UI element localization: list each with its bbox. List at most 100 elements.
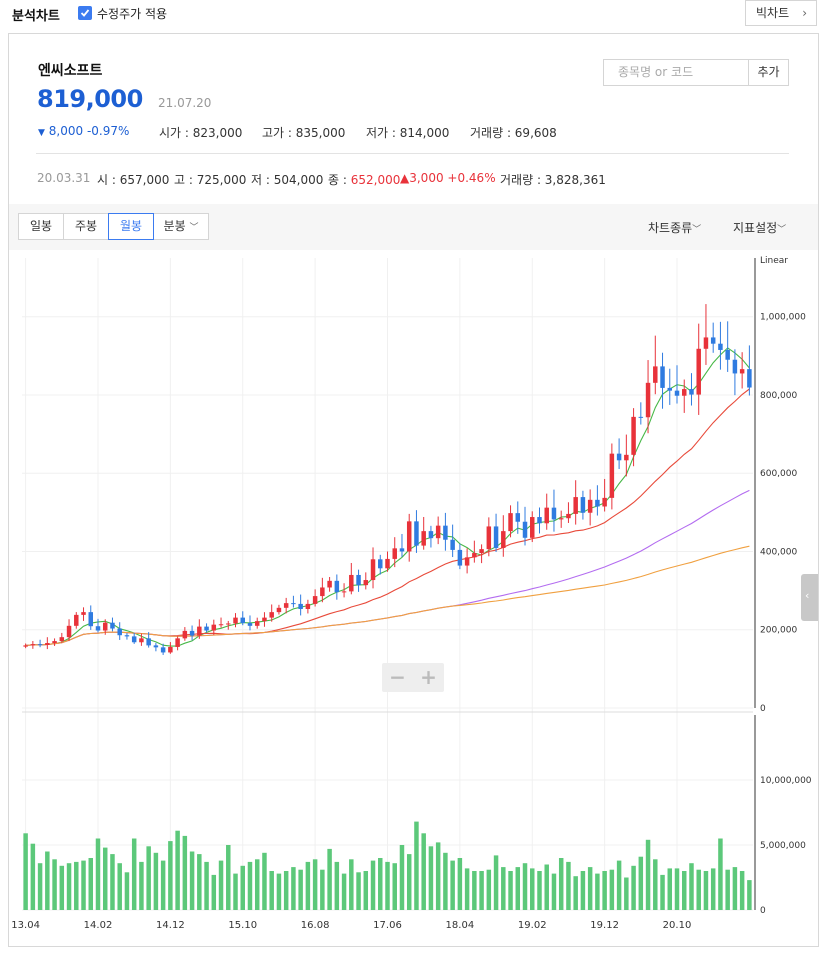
- ohlc-volume: 거래량 : 3,828,361: [500, 173, 606, 187]
- candle-body: [710, 337, 716, 344]
- adjusted-price-label[interactable]: 수정주가 적용: [97, 7, 168, 21]
- volume-bar: [341, 873, 347, 910]
- candle-body: [298, 603, 303, 609]
- candle-body: [486, 526, 492, 550]
- volume-bar: [204, 861, 209, 910]
- volume-bar: [457, 858, 463, 910]
- scale-label: Linear: [760, 256, 788, 266]
- volume-bar: [530, 868, 535, 910]
- candle-body: [334, 580, 340, 593]
- chevron-left-icon: ‹: [805, 589, 810, 602]
- candlesticks: [23, 304, 752, 655]
- volume-bar: [472, 871, 477, 910]
- stock-search-input[interactable]: 종목명 or 코드: [603, 59, 749, 86]
- volume-bar: [667, 868, 673, 910]
- candle-body: [551, 507, 557, 520]
- ohlc-change-percent: +0.46%: [447, 171, 496, 185]
- candle-body: [602, 497, 607, 507]
- candle-body: [66, 625, 72, 638]
- zoom-out-button[interactable]: −: [389, 665, 406, 689]
- indicator-settings-dropdown[interactable]: 지표설정﹀: [733, 219, 786, 236]
- tab-weekly[interactable]: 주봉: [63, 213, 109, 240]
- candle-body: [501, 531, 506, 548]
- volume-tick-label: 10,000,000: [760, 776, 812, 786]
- x-tick-label: 13.04: [11, 920, 40, 931]
- candle-body: [739, 369, 745, 374]
- high-value: 835,000: [295, 126, 346, 140]
- price-tick-label: 0: [760, 704, 766, 714]
- volume-bar: [464, 868, 470, 910]
- ohlc-volume-label: 거래량: [500, 173, 534, 187]
- candle-body: [168, 646, 173, 653]
- candle-body: [566, 513, 571, 519]
- volume-bar: [392, 863, 397, 910]
- volume-bar: [139, 861, 144, 910]
- candle-body: [421, 531, 426, 546]
- volume-bar: [52, 859, 57, 910]
- candle-body: [124, 635, 130, 637]
- volume-bar: [508, 871, 513, 910]
- candle-body: [537, 517, 542, 524]
- candle-body: [370, 559, 376, 581]
- candle-body: [703, 337, 709, 349]
- volume-bar: [551, 873, 557, 910]
- x-tick-label: 16.08: [301, 920, 330, 931]
- candle-body: [95, 626, 101, 631]
- ohlc-open-label: 시: [97, 173, 109, 187]
- volume-bar: [370, 860, 376, 910]
- zoom-in-button[interactable]: +: [420, 665, 437, 689]
- candle-body: [197, 626, 202, 636]
- candle-body: [681, 389, 687, 396]
- volume-bar: [254, 859, 260, 910]
- volume-bar: [276, 873, 282, 910]
- volume-bar: [703, 871, 709, 910]
- tab-monthly[interactable]: 월봉: [108, 213, 154, 240]
- candle-body: [667, 387, 673, 391]
- add-button[interactable]: 추가: [748, 59, 789, 86]
- ohlc-close-value: 652,000: [350, 173, 401, 187]
- x-tick-label: 18.04: [446, 920, 475, 931]
- candle-body: [522, 521, 528, 538]
- volume-bar: [305, 861, 311, 910]
- tab-daily[interactable]: 일봉: [18, 213, 64, 240]
- chart-type-dropdown[interactable]: 차트종류﹀: [648, 219, 701, 236]
- candle-body: [117, 628, 122, 636]
- zoom-control: − +: [382, 663, 444, 692]
- ohlc-high: 고 : 725,000: [174, 173, 247, 187]
- adjusted-price-checkbox[interactable]: [78, 6, 92, 20]
- volume-bar: [117, 863, 122, 910]
- big-chart-label: 빅차트: [756, 6, 790, 20]
- volume-bar: [168, 841, 173, 910]
- volume-bar: [443, 852, 448, 910]
- volume-bar: [211, 874, 217, 910]
- candle-body: [160, 647, 166, 653]
- candle-body: [81, 612, 86, 615]
- volume-bar: [153, 852, 159, 910]
- candle-body: [305, 603, 311, 609]
- candle-body: [624, 454, 629, 461]
- candle-body: [718, 343, 723, 350]
- candle-body: [139, 638, 144, 643]
- volume-bar: [124, 872, 130, 910]
- volume-bar: [74, 861, 79, 910]
- tab-minute[interactable]: 분봉 ﹀: [153, 213, 209, 240]
- volume-bar: [631, 865, 636, 910]
- chart-axes: Linear 0 200,000 400,000 600,000 800,000 1,000…: [11, 256, 812, 931]
- candle-body: [218, 624, 224, 626]
- volume-bar: [558, 858, 564, 910]
- candle-body: [341, 591, 347, 593]
- candle-body: [30, 644, 36, 646]
- indicator-settings-label: 지표설정: [733, 221, 778, 235]
- candle-body: [450, 539, 455, 550]
- volume-bar: [385, 861, 390, 910]
- candle-body: [725, 349, 730, 360]
- candle-body: [689, 389, 694, 395]
- page-title: 분석차트: [12, 9, 60, 24]
- candle-body: [530, 517, 535, 538]
- candle-body: [674, 390, 680, 396]
- volume-bar: [59, 865, 65, 910]
- price-chart[interactable]: Linear 0 200,000 400,000 600,000 800,000 1,000…: [10, 252, 818, 942]
- side-panel-toggle[interactable]: ‹: [801, 574, 818, 621]
- big-chart-button[interactable]: 빅차트 ›: [745, 0, 817, 26]
- volume-bar: [283, 871, 289, 910]
